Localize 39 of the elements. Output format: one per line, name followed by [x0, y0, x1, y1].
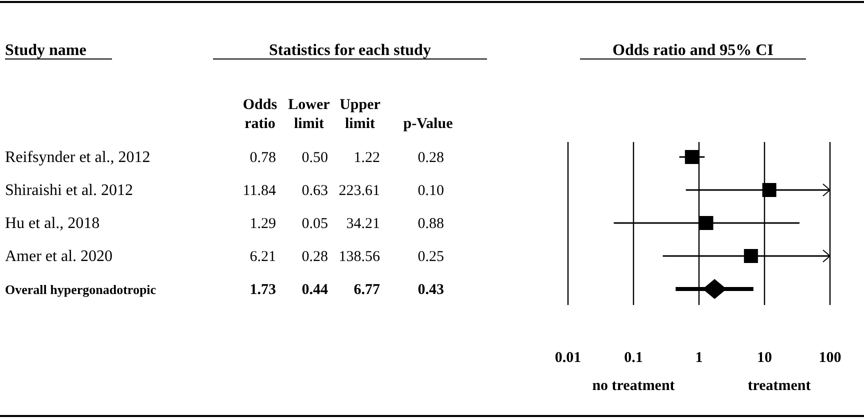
text: 138.56: [338, 249, 380, 265]
text: 1.73: [250, 282, 276, 298]
chart-title: Odds ratio and 95% CI: [612, 42, 774, 59]
category-label: p-Value: [403, 116, 454, 132]
category-label: Lower limit: [288, 97, 330, 132]
text: 0.50: [302, 150, 328, 166]
text: 34.21: [346, 216, 380, 232]
category-label: Upper limit: [340, 97, 381, 132]
text: 6.77: [354, 282, 380, 298]
text: 0.10: [418, 183, 444, 199]
text: Statistics for each study: [269, 42, 431, 59]
category-label: Hu et al., 2018: [5, 215, 100, 232]
category-label: Shiraishi et al. 2012: [5, 182, 133, 199]
x-tick-label: 0.1: [624, 350, 643, 366]
text: 0.63: [302, 183, 328, 199]
text: 11.84: [242, 183, 276, 199]
text: 1.22: [354, 150, 380, 166]
text: 0.43: [418, 282, 444, 298]
text: treatment: [748, 378, 811, 394]
text: 0.44: [302, 282, 328, 298]
category-label: Amer et al. 2020: [5, 248, 113, 265]
text: 0.28: [418, 150, 444, 166]
x-tick-label: 100: [818, 350, 842, 366]
text: 223.61: [338, 183, 380, 199]
text: 0.28: [302, 249, 328, 265]
x-tick-label: 0.01: [554, 350, 582, 366]
text: 6.21: [250, 249, 276, 265]
category-label: Overall hypergonadotropic: [5, 282, 156, 297]
text: 0.25: [418, 249, 444, 265]
text: 1.29: [250, 216, 276, 232]
category-label: Reifsynder et al., 2012: [5, 149, 150, 166]
x-tick-label: 10: [757, 350, 772, 366]
text: 0.78: [250, 150, 276, 166]
x-tick-label: 1: [695, 350, 703, 366]
text: 0.88: [418, 216, 444, 232]
category-label: Odds ratio: [242, 97, 278, 132]
text: no treatment: [592, 378, 675, 394]
text: Study name: [5, 42, 86, 59]
text: 0.05: [302, 216, 328, 232]
